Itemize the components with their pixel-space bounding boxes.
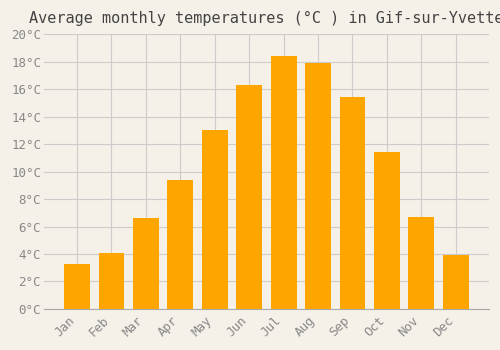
Bar [408,217,434,309]
Bar [168,244,193,309]
Bar [98,281,124,309]
Bar [202,131,228,309]
Bar [202,220,228,309]
Bar [374,152,400,309]
Title: Average monthly temperatures (°C ) in Gif-sur-Yvette: Average monthly temperatures (°C ) in Gi… [29,11,500,26]
Bar [236,85,262,309]
Bar [305,63,331,309]
Bar [443,282,468,309]
Bar [133,218,159,309]
Bar [340,203,365,309]
Bar [270,183,296,309]
Bar [340,97,365,309]
Bar [443,256,468,309]
Bar [408,263,434,309]
Bar [305,186,331,309]
Bar [98,253,124,309]
Bar [374,231,400,309]
Bar [64,286,90,309]
Bar [168,180,193,309]
Bar [270,56,296,309]
Bar [64,264,90,309]
Bar [236,197,262,309]
Bar [133,264,159,309]
